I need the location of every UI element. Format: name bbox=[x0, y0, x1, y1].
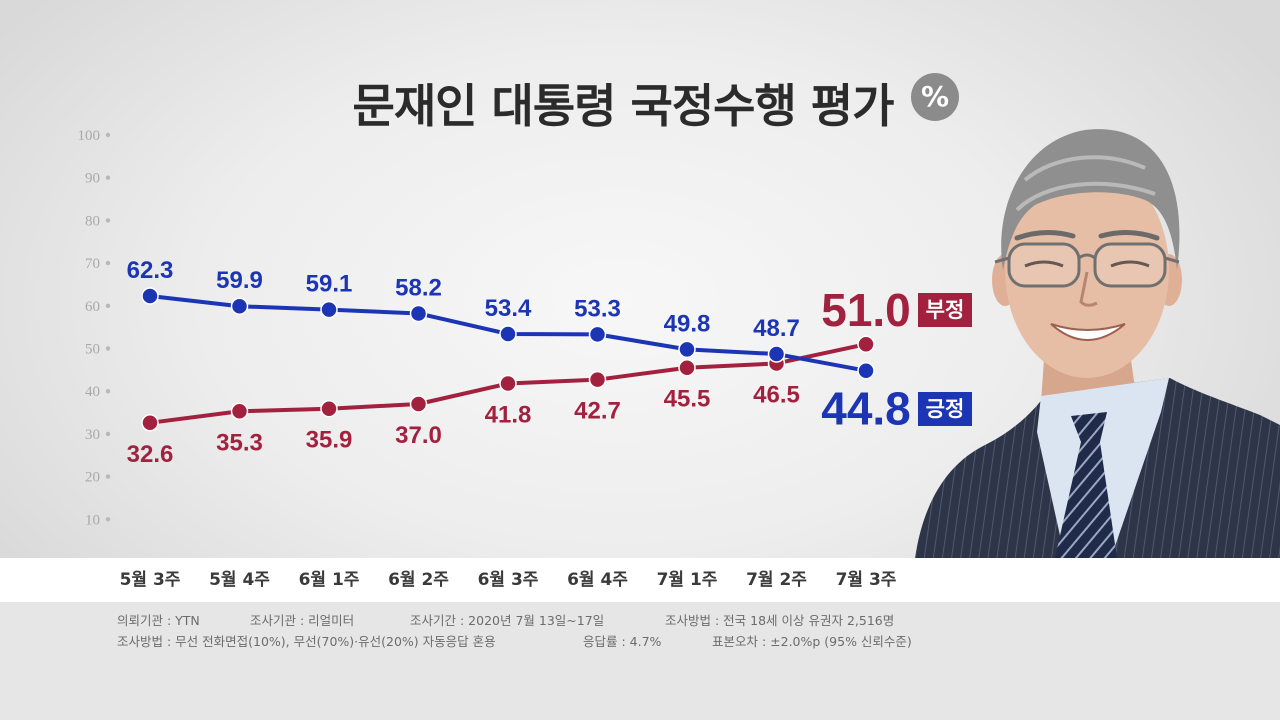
y-tick-label: 60 bbox=[85, 299, 100, 315]
portrait-photo bbox=[915, 129, 1280, 558]
y-tick-mark bbox=[105, 517, 111, 522]
y-tick-label: 80 bbox=[85, 213, 100, 229]
portrait-eyebrows bbox=[1014, 230, 1160, 241]
footer-margin: 표본오차 : ±2.0%p (95% 신뢰수준) bbox=[712, 634, 912, 649]
approve-point bbox=[678, 340, 696, 359]
approve-point bbox=[409, 304, 428, 323]
y-tick-mark bbox=[105, 260, 111, 266]
y-tick-label: 100 bbox=[78, 128, 101, 144]
portrait-eyes bbox=[1024, 260, 1150, 268]
y-tick-label: 30 bbox=[85, 427, 100, 443]
y-axis: 100 90 80 70 60 50 40 30 20 10 bbox=[78, 128, 111, 528]
y-tick-mark bbox=[105, 132, 111, 138]
disapprove-point bbox=[588, 370, 607, 389]
survey-footer: 의뢰기관 : YTN 조사기관 : 리얼미터 조사기간 : 2020년 7월 1… bbox=[0, 602, 1280, 720]
x-tick-label: 7월 2주 bbox=[746, 570, 807, 590]
footer-response: 응답률 : 4.7% bbox=[583, 634, 662, 649]
footer-agency: 조사기관 : 리얼미터 bbox=[250, 613, 355, 628]
line-chart: 100 90 80 70 60 50 40 30 20 10 62.3 59.9 59.1 58.2 53.… bbox=[78, 128, 911, 528]
x-tick-label: 7월 3주 bbox=[835, 570, 897, 590]
legend-approve: 긍정 bbox=[918, 391, 972, 426]
portrait-hair-strands bbox=[1015, 155, 1156, 212]
chart-area: 100 90 80 70 60 50 40 30 20 10 62.3 59.9 59.1 58.2 53.… bbox=[0, 0, 1280, 558]
approve-point bbox=[857, 361, 875, 380]
portrait-glasses bbox=[994, 242, 1180, 288]
approve-point bbox=[320, 300, 338, 319]
x-tick-label: 6월 2주 bbox=[388, 570, 449, 590]
disapprove-point bbox=[320, 399, 338, 418]
approve-point bbox=[588, 325, 607, 344]
portrait-mouth bbox=[1050, 323, 1126, 341]
portrait-head bbox=[1005, 162, 1169, 378]
y-tick-mark bbox=[105, 431, 111, 437]
y-tick-label: 70 bbox=[85, 256, 100, 272]
disapprove-value-label: 42.7 bbox=[574, 398, 621, 425]
y-tick-mark bbox=[105, 175, 111, 180]
x-tick-label: 6월 4주 bbox=[567, 570, 628, 590]
x-tick-label: 6월 1주 bbox=[298, 570, 360, 590]
approve-value-label: 53.4 bbox=[485, 295, 532, 322]
y-tick-label: 10 bbox=[85, 512, 100, 528]
footer-client: 의뢰기관 : YTN bbox=[117, 613, 200, 628]
y-tick-mark bbox=[105, 389, 111, 394]
disapprove-point bbox=[678, 358, 696, 377]
y-tick-label: 50 bbox=[85, 342, 100, 358]
chart-title: 문재인 대통령 국정수행 평가 bbox=[352, 79, 895, 133]
approve-value-label: 59.1 bbox=[306, 271, 353, 298]
footer-period: 조사기간 : 2020년 7월 13일~17일 bbox=[410, 613, 605, 628]
x-tick-label: 5월 4주 bbox=[209, 570, 270, 590]
y-tick-mark bbox=[105, 474, 111, 479]
approve-point bbox=[141, 287, 159, 305]
disapprove-value-label: 35.9 bbox=[306, 427, 353, 454]
disapprove-value-label: 35.3 bbox=[216, 429, 263, 456]
footer-method: 조사방법 : 무선 전화면접(10%), 무선(70%)·유선(20%) 자동응… bbox=[117, 634, 496, 649]
disapprove-value-label: 32.6 bbox=[127, 441, 174, 468]
disapprove-point bbox=[141, 414, 159, 432]
approve-value-label: 44.8 bbox=[821, 383, 911, 435]
approve-value-label: 48.7 bbox=[753, 315, 800, 342]
x-tick-label: 5월 3주 bbox=[119, 570, 181, 590]
approve-value-label: 62.3 bbox=[127, 257, 174, 284]
approve-point bbox=[767, 345, 786, 363]
legend-disapprove: 부정 bbox=[918, 293, 972, 328]
x-tick-label: 7월 1주 bbox=[656, 570, 718, 590]
y-tick-label: 40 bbox=[85, 384, 100, 400]
y-tick-mark bbox=[105, 303, 111, 308]
approve-point bbox=[230, 297, 249, 315]
portrait-nose bbox=[1079, 271, 1098, 307]
y-tick-mark bbox=[105, 346, 111, 351]
disapprove-point bbox=[230, 402, 249, 421]
y-tick-label: 90 bbox=[85, 171, 100, 187]
disapprove-point bbox=[409, 395, 428, 413]
footer-sample: 조사방법 : 전국 18세 이상 유권자 2,516명 bbox=[665, 613, 895, 628]
approve-value-label: 53.3 bbox=[574, 295, 621, 322]
disapprove-point bbox=[499, 374, 517, 393]
disapprove-value-label: 37.0 bbox=[395, 422, 442, 449]
disapprove-value-label: 46.5 bbox=[753, 381, 800, 408]
disapprove-value-label: 41.8 bbox=[485, 402, 532, 429]
x-tick-label: 6월 3주 bbox=[477, 570, 539, 590]
unit-badge: % bbox=[911, 73, 959, 121]
approve-value-label: 58.2 bbox=[395, 274, 442, 301]
y-tick-mark bbox=[105, 218, 111, 223]
approve-point bbox=[499, 325, 517, 343]
y-tick-label: 20 bbox=[85, 470, 100, 486]
disapprove-value-label: 51.0 bbox=[821, 284, 911, 336]
approve-value-label: 59.9 bbox=[216, 267, 263, 294]
disapprove-point bbox=[857, 335, 875, 353]
portrait-tie bbox=[1055, 412, 1117, 558]
disapprove-value-label: 45.5 bbox=[664, 386, 711, 413]
x-axis-band: 5월 3주 5월 4주 6월 1주 6월 2주 6월 3주 6월 4주 7월 1주 7월 2주… bbox=[0, 558, 1280, 602]
approve-value-label: 49.8 bbox=[664, 310, 711, 337]
